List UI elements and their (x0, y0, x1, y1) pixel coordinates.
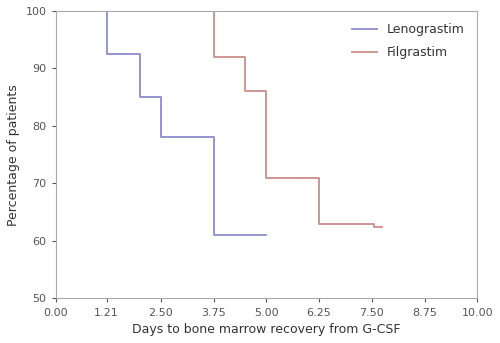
Filgrastim (316, 176, 322, 180)
Filgrastim (210, 55, 216, 59)
Filgrastim (316, 222, 322, 226)
Filgrastim (371, 222, 377, 226)
Legend: Lenograstim, Filgrastim: Lenograstim, Filgrastim (346, 17, 471, 66)
Filgrastim (242, 90, 248, 94)
Filgrastim (52, 9, 59, 13)
Lenograstim (104, 52, 110, 56)
X-axis label: Days to bone marrow recovery from G-CSF: Days to bone marrow recovery from G-CSF (132, 323, 400, 336)
Lenograstim (104, 9, 110, 13)
Lenograstim (210, 233, 216, 237)
Line: Lenograstim: Lenograstim (56, 11, 266, 235)
Filgrastim (380, 225, 386, 229)
Lenograstim (264, 233, 270, 237)
Lenograstim (137, 52, 143, 56)
Filgrastim (264, 176, 270, 180)
Lenograstim (158, 95, 164, 99)
Filgrastim (210, 9, 216, 13)
Filgrastim (380, 225, 386, 229)
Lenograstim (158, 135, 164, 140)
Y-axis label: Percentage of patients: Percentage of patients (7, 84, 20, 226)
Line: Filgrastim: Filgrastim (56, 11, 382, 227)
Filgrastim (242, 55, 248, 59)
Lenograstim (210, 135, 216, 140)
Filgrastim (264, 90, 270, 94)
Lenograstim (264, 233, 270, 237)
Lenograstim (52, 9, 59, 13)
Filgrastim (371, 225, 377, 229)
Lenograstim (137, 95, 143, 99)
